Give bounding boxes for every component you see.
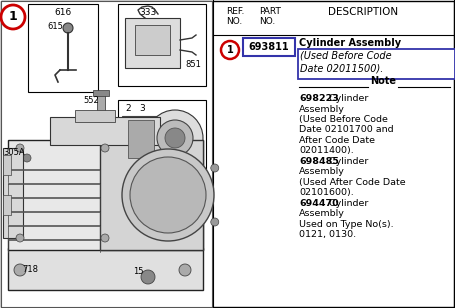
Text: DESCRIPTION: DESCRIPTION [328,7,398,17]
Circle shape [1,5,25,29]
Bar [243,38,295,56]
Circle shape [141,270,155,284]
Bar [8,248,203,290]
Circle shape [179,264,191,276]
Text: 694470: 694470 [299,199,339,208]
Bar [118,100,206,172]
Circle shape [16,144,24,152]
Bar [3,148,23,238]
Circle shape [101,144,109,152]
Text: 2: 2 [125,104,131,113]
Text: Assembly: Assembly [299,168,345,176]
Text: 0121, 0130.: 0121, 0130. [299,230,356,240]
Bar [118,4,206,86]
Text: (Used Before Code
Date 02011500).: (Used Before Code Date 02011500). [300,50,392,73]
Bar [128,120,154,158]
Bar [75,110,115,122]
Circle shape [130,157,206,233]
Text: Cylinder: Cylinder [326,157,369,166]
Bar [135,25,170,55]
Text: 305A: 305A [3,148,25,157]
Circle shape [23,154,31,162]
Text: 693811: 693811 [249,42,289,52]
Circle shape [165,128,185,148]
Text: Cylinder: Cylinder [326,94,369,103]
Text: 1: 1 [227,45,233,55]
Text: 552: 552 [83,96,99,105]
Text: 615: 615 [47,22,63,31]
Bar [97,92,105,114]
Text: (Used Before Code: (Used Before Code [299,115,388,124]
Bar [3,155,11,175]
Text: 333: 333 [139,8,157,17]
Bar [100,140,203,250]
Bar [125,18,180,68]
Text: 1: 1 [9,10,17,23]
Bar [3,195,11,215]
Text: 851: 851 [185,60,201,69]
Text: Assembly: Assembly [299,209,345,218]
Circle shape [211,164,219,172]
Text: Cylinder: Cylinder [326,199,369,208]
Bar [93,90,109,96]
Text: Used on Type No(s).: Used on Type No(s). [299,220,394,229]
Bar [298,49,455,79]
Circle shape [147,110,203,166]
Bar [50,117,160,145]
Bar [1,1,212,307]
Text: PART
NO.: PART NO. [259,7,281,26]
Circle shape [122,149,214,241]
Text: 02101600).: 02101600). [299,188,354,197]
Text: Note: Note [370,76,396,86]
Text: 616: 616 [55,8,71,17]
Text: 718: 718 [22,265,38,274]
Circle shape [211,218,219,226]
Text: 02011400).: 02011400). [299,147,354,156]
Text: Cylinder Assembly: Cylinder Assembly [299,38,401,48]
Circle shape [101,234,109,242]
Circle shape [221,41,239,59]
Text: 698485: 698485 [299,157,339,166]
Text: After Code Date: After Code Date [299,136,375,145]
Bar [28,4,98,92]
Circle shape [157,120,193,156]
Bar [122,116,160,162]
Circle shape [63,23,73,33]
Text: 3: 3 [139,104,145,113]
Bar [8,140,203,250]
Circle shape [16,234,24,242]
Text: REF.
NO.: REF. NO. [226,7,244,26]
Text: 698223: 698223 [299,94,339,103]
Text: Date 02101700 and: Date 02101700 and [299,125,394,135]
Text: (Used After Code Date: (Used After Code Date [299,178,405,187]
Text: 15: 15 [133,268,143,277]
Circle shape [14,264,26,276]
Text: Assembly: Assembly [299,104,345,114]
